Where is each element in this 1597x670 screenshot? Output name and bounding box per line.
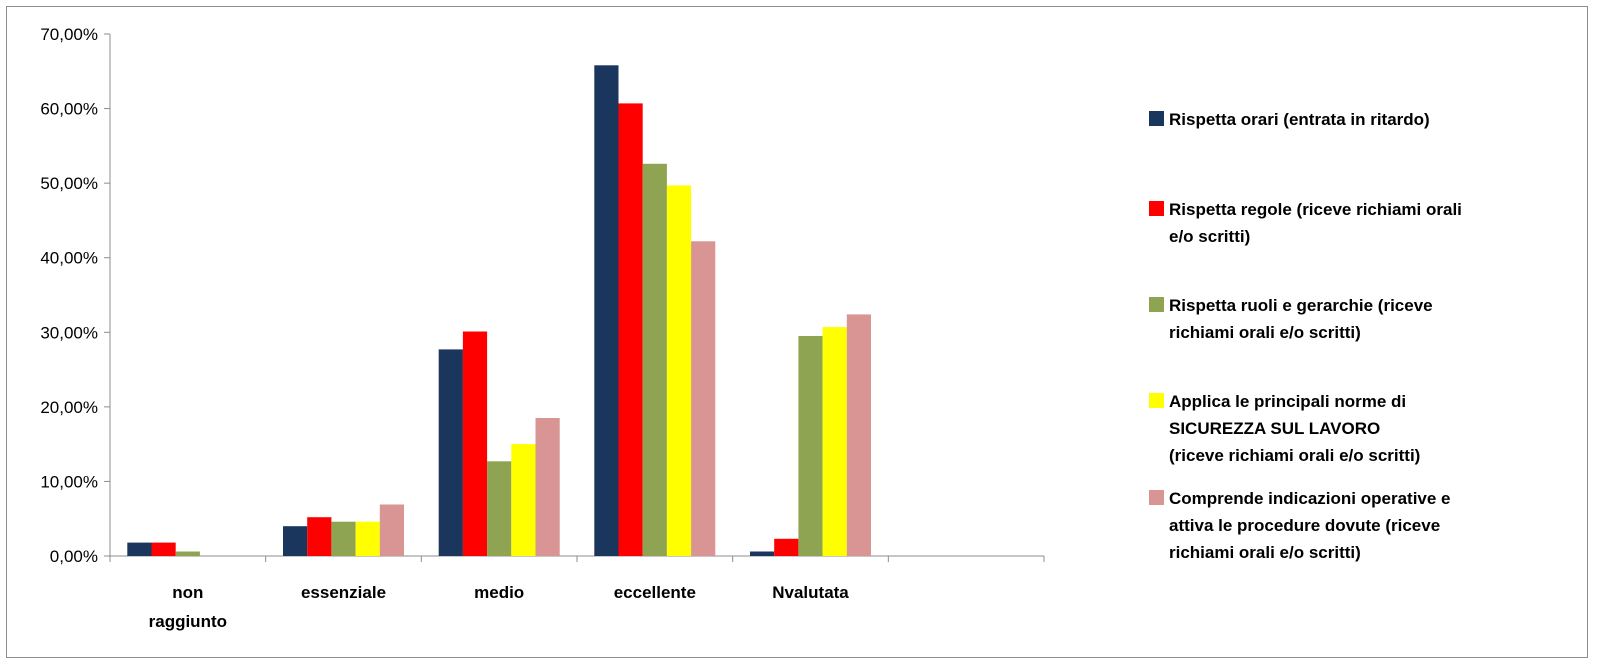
bar	[355, 521, 380, 556]
bar	[175, 551, 200, 556]
bar	[846, 314, 871, 556]
bar	[462, 331, 488, 556]
x-tick-label: raggiunto	[149, 612, 227, 631]
x-tick-label: Nvalutata	[772, 583, 849, 602]
bar	[666, 185, 692, 556]
bars-group	[127, 65, 871, 557]
legend-swatch	[1149, 490, 1164, 505]
legend-label: Rispetta regole (riceve richiami orali	[1169, 200, 1462, 219]
legend-label: Comprende indicazioni operative e	[1169, 489, 1451, 508]
bar	[618, 103, 643, 557]
legend-label: Rispetta ruoli e gerarchie (riceve	[1169, 296, 1433, 315]
y-tick-label: 10,00%	[40, 472, 98, 491]
bar	[822, 327, 847, 556]
bar	[307, 517, 332, 556]
legend-item: Rispetta orari (entrata in ritardo)	[1149, 110, 1430, 129]
legend-label: Applica le principali norme di	[1169, 392, 1406, 411]
bar	[642, 163, 667, 557]
x-tick-label: non	[172, 583, 203, 602]
x-tick-label: medio	[474, 583, 524, 602]
bar	[535, 418, 560, 556]
legend-label: (riceve richiami orali e/o scritti)	[1169, 446, 1420, 465]
y-tick-labels: 0,00% 10,00% 20,00% 30,00% 40,00% 50,00% 60,00…	[40, 25, 98, 566]
y-tick-label: 60,00%	[40, 100, 98, 119]
x-tick-labels: non raggiunto essenziale medio eccellente Nva…	[149, 583, 850, 631]
bar	[594, 65, 619, 557]
legend-item: Rispetta regole (riceve richiami orali e/…	[1149, 200, 1462, 246]
x-tick-label: essenziale	[301, 583, 386, 602]
legend-swatch	[1149, 393, 1164, 408]
legend-swatch	[1149, 201, 1164, 216]
y-tick-label: 50,00%	[40, 174, 98, 193]
legend-swatch	[1149, 297, 1164, 312]
legend-label: SICUREZZA SUL LAVORO	[1169, 419, 1380, 438]
legend-label: attiva le procedure dovute (riceve	[1169, 516, 1440, 535]
legend-label: e/o scritti)	[1169, 227, 1250, 246]
y-tick-label: 30,00%	[40, 323, 98, 342]
y-tick-label: 0,00%	[50, 547, 98, 566]
x-tick-label: eccellente	[614, 583, 696, 602]
y-tick-label: 20,00%	[40, 398, 98, 417]
legend-item: Comprende indicazioni operative e attiva …	[1149, 489, 1451, 562]
bar	[691, 241, 716, 557]
legend: Rispetta orari (entrata in ritardo) Rispe…	[1149, 110, 1462, 562]
legend-swatch	[1149, 111, 1164, 126]
bar	[127, 542, 152, 556]
legend-item: Rispetta ruoli e gerarchie (riceve richia…	[1149, 296, 1433, 342]
bar	[798, 336, 823, 556]
bar	[438, 349, 463, 556]
bar	[379, 504, 404, 556]
bar	[487, 461, 512, 556]
axes-group	[104, 33, 1045, 562]
bar	[331, 521, 356, 556]
y-tick-label: 70,00%	[40, 25, 98, 44]
bar	[774, 538, 799, 556]
legend-item: Applica le principali norme di SICUREZZA …	[1149, 392, 1420, 465]
bar	[151, 542, 176, 556]
bar	[511, 444, 536, 556]
bar	[283, 526, 308, 556]
bar	[750, 551, 775, 556]
legend-label: richiami orali e/o scritti)	[1169, 323, 1361, 342]
y-tick-label: 40,00%	[40, 249, 98, 268]
legend-label: Rispetta orari (entrata in ritardo)	[1169, 110, 1430, 129]
legend-label: richiami orali e/o scritti)	[1169, 543, 1361, 562]
